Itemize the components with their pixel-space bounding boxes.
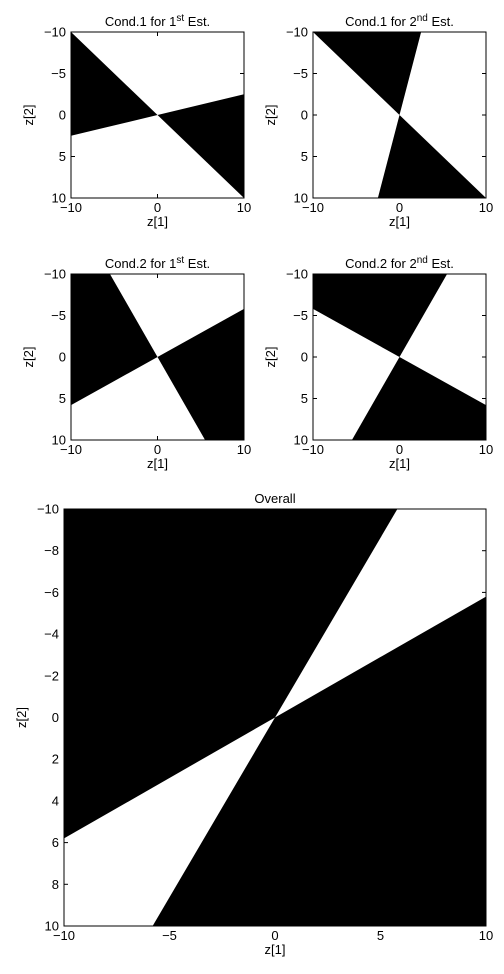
x-tick-label: −10 — [302, 442, 324, 457]
y-tick-label: 0 — [59, 108, 66, 123]
x-tick-label: 10 — [237, 200, 251, 215]
y-axis-label: z[2] — [21, 347, 36, 368]
y-axis-label: z[2] — [21, 105, 36, 126]
y-tick-label: 2 — [52, 752, 59, 767]
x-tick-label: 0 — [396, 200, 403, 215]
chart-title: Cond.1 for 2nd Est. — [345, 13, 454, 29]
y-tick-label: −10 — [44, 25, 66, 40]
y-tick-label: −10 — [37, 502, 59, 517]
x-tick-label: −10 — [60, 442, 82, 457]
y-tick-label: −5 — [51, 66, 66, 81]
y-tick-label: 10 — [45, 919, 59, 934]
y-tick-label: 10 — [52, 191, 66, 206]
black-region-2 — [152, 596, 486, 926]
black-region-2 — [157, 94, 244, 198]
x-tick-label: 10 — [479, 442, 493, 457]
black-region-1 — [313, 274, 448, 357]
y-tick-label: −10 — [286, 267, 308, 282]
black-region-1 — [64, 509, 398, 839]
x-axis-label: z[1] — [389, 456, 410, 471]
y-tick-label: 5 — [59, 149, 66, 164]
chart-title: Cond.2 for 1st Est. — [105, 255, 210, 271]
x-tick-label: 0 — [271, 928, 278, 943]
y-tick-label: −5 — [51, 308, 66, 323]
y-tick-label: −8 — [44, 543, 59, 558]
y-tick-label: 5 — [59, 391, 66, 406]
y-tick-label: 0 — [301, 350, 308, 365]
x-tick-label: −10 — [60, 200, 82, 215]
x-tick-label: 0 — [154, 200, 161, 215]
black-region-2 — [157, 308, 244, 440]
x-tick-label: 0 — [396, 442, 403, 457]
y-tick-label: −10 — [44, 267, 66, 282]
y-tick-label: −4 — [44, 627, 59, 642]
chart-title: Cond.1 for 1st Est. — [105, 13, 210, 29]
y-tick-label: 5 — [301, 391, 308, 406]
y-axis-label: z[2] — [14, 707, 29, 728]
x-axis-label: z[1] — [147, 456, 168, 471]
x-axis-label: z[1] — [389, 214, 410, 229]
black-region-2 — [351, 357, 486, 440]
y-tick-label: −6 — [44, 585, 59, 600]
x-tick-label: 5 — [377, 928, 384, 943]
chart-title: Overall — [254, 491, 295, 506]
y-tick-label: 8 — [52, 877, 59, 892]
y-tick-label: 0 — [52, 710, 59, 725]
y-tick-label: 10 — [294, 191, 308, 206]
x-tick-label: 10 — [479, 928, 493, 943]
x-axis-label: z[1] — [265, 942, 286, 957]
y-tick-label: −2 — [44, 668, 59, 683]
y-tick-label: 5 — [301, 149, 308, 164]
x-axis-label: z[1] — [147, 214, 168, 229]
y-tick-label: 10 — [52, 433, 66, 448]
black-region-1 — [71, 32, 158, 136]
y-tick-label: 10 — [294, 433, 308, 448]
black-region-1 — [313, 32, 422, 115]
black-region-1 — [71, 274, 158, 406]
y-tick-label: −5 — [293, 308, 308, 323]
x-tick-label: 10 — [479, 200, 493, 215]
y-tick-label: 0 — [301, 108, 308, 123]
y-tick-label: 6 — [52, 835, 59, 850]
y-tick-label: 0 — [59, 350, 66, 365]
x-tick-label: 10 — [237, 442, 251, 457]
y-axis-label: z[2] — [263, 105, 278, 126]
chart-title: Cond.2 for 2nd Est. — [345, 255, 454, 271]
chart-panel-5: −10 −5 0 5 10−10−8−6−4−20246810z[1]z[2]Overa… — [14, 491, 493, 957]
x-tick-label: −10 — [53, 928, 75, 943]
y-tick-label: 4 — [52, 793, 59, 808]
x-tick-label: −10 — [302, 200, 324, 215]
black-region-2 — [377, 115, 486, 198]
y-axis-label: z[2] — [263, 347, 278, 368]
y-tick-label: −5 — [293, 66, 308, 81]
x-tick-label: 0 — [154, 442, 161, 457]
y-tick-label: −10 — [286, 25, 308, 40]
x-tick-label: −5 — [162, 928, 177, 943]
